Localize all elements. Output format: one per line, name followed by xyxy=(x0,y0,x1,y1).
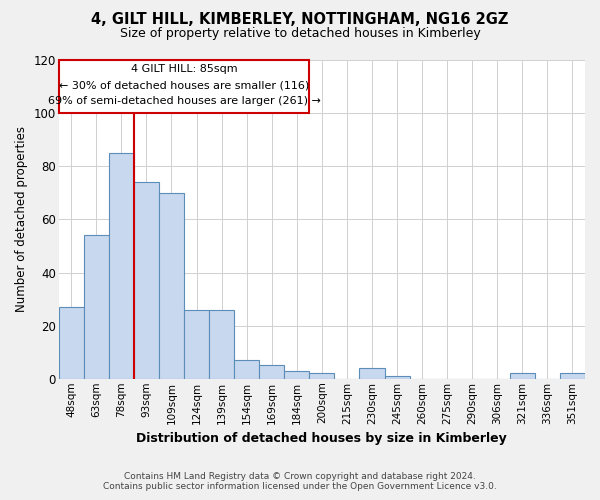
Bar xyxy=(359,368,385,379)
Bar xyxy=(310,374,334,379)
Bar xyxy=(385,376,410,379)
Bar xyxy=(560,374,585,379)
Bar xyxy=(510,374,535,379)
X-axis label: Distribution of detached houses by size in Kimberley: Distribution of detached houses by size … xyxy=(136,432,507,445)
Bar xyxy=(184,310,209,379)
Bar xyxy=(159,193,184,379)
Bar xyxy=(209,310,234,379)
Bar xyxy=(234,360,259,379)
Bar xyxy=(84,236,109,379)
Text: 69% of semi-detached houses are larger (261) →: 69% of semi-detached houses are larger (… xyxy=(47,96,320,106)
Bar xyxy=(109,153,134,379)
Bar xyxy=(259,366,284,379)
Bar xyxy=(134,182,159,379)
Bar xyxy=(59,307,84,379)
Text: 4 GILT HILL: 85sqm: 4 GILT HILL: 85sqm xyxy=(131,64,238,74)
Text: Size of property relative to detached houses in Kimberley: Size of property relative to detached ho… xyxy=(119,28,481,40)
Text: Contains HM Land Registry data © Crown copyright and database right 2024.
Contai: Contains HM Land Registry data © Crown c… xyxy=(103,472,497,491)
Text: ← 30% of detached houses are smaller (116): ← 30% of detached houses are smaller (11… xyxy=(59,80,309,90)
Text: 4, GILT HILL, KIMBERLEY, NOTTINGHAM, NG16 2GZ: 4, GILT HILL, KIMBERLEY, NOTTINGHAM, NG1… xyxy=(91,12,509,28)
Y-axis label: Number of detached properties: Number of detached properties xyxy=(15,126,28,312)
FancyBboxPatch shape xyxy=(59,60,310,113)
Bar xyxy=(284,371,310,379)
